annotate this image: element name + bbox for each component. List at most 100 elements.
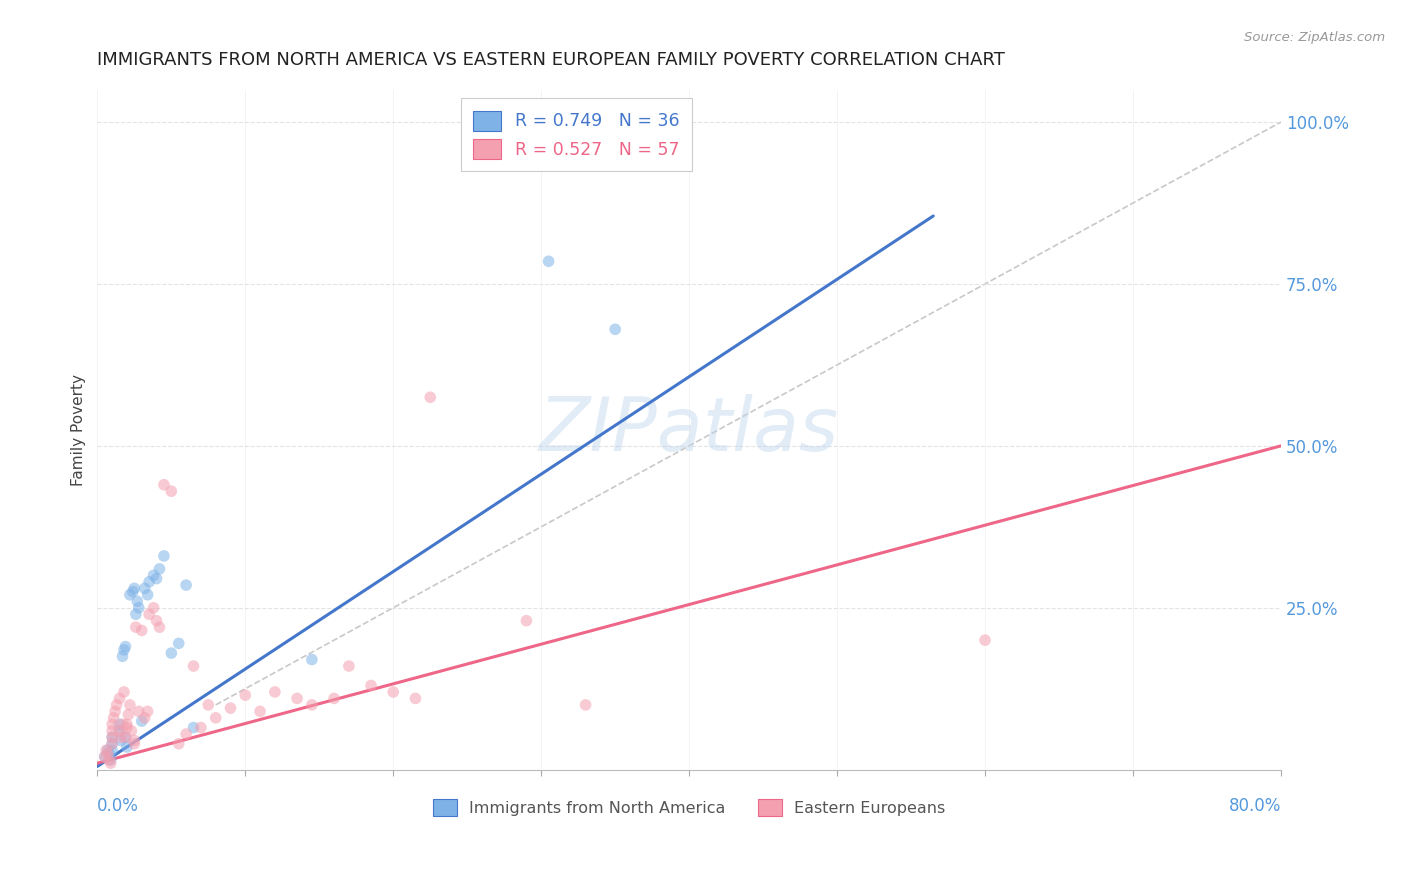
Point: [323, 691, 346, 706]
Point: [112, 643, 135, 657]
Point: [337, 659, 360, 673]
Text: IMMIGRANTS FROM NORTH AMERICA VS EASTERN EUROPEAN FAMILY POVERTY CORRELATION CHA: IMMIGRANTS FROM NORTH AMERICA VS EASTERN…: [97, 51, 1005, 69]
Point: [101, 737, 124, 751]
Point: [108, 723, 131, 738]
Point: [98, 747, 121, 761]
Text: Source: ZipAtlas.com: Source: ZipAtlas.com: [1244, 31, 1385, 45]
Point: [124, 737, 146, 751]
Point: [94, 749, 117, 764]
Point: [101, 731, 124, 745]
Point: [136, 704, 159, 718]
Point: [145, 572, 167, 586]
Point: [249, 704, 271, 718]
Point: [148, 562, 170, 576]
Point: [138, 574, 160, 589]
Legend: Immigrants from North America, Eastern Europeans: Immigrants from North America, Eastern E…: [426, 793, 952, 822]
Point: [219, 701, 242, 715]
Point: [138, 607, 160, 622]
Point: [101, 743, 124, 757]
Point: [142, 568, 165, 582]
Point: [605, 322, 627, 336]
Point: [128, 600, 150, 615]
Point: [160, 484, 183, 499]
Point: [153, 477, 176, 491]
Point: [101, 731, 124, 745]
Text: 0.0%: 0.0%: [97, 797, 139, 815]
Point: [117, 707, 139, 722]
Point: [360, 678, 382, 692]
Point: [114, 731, 136, 745]
Point: [301, 698, 323, 712]
Point: [404, 691, 426, 706]
Point: [101, 723, 124, 738]
Point: [115, 717, 138, 731]
Point: [264, 685, 287, 699]
Point: [233, 688, 256, 702]
Point: [108, 717, 131, 731]
Point: [118, 698, 141, 712]
Point: [97, 743, 120, 757]
Point: [96, 743, 118, 757]
Point: [167, 737, 190, 751]
Point: [101, 717, 124, 731]
Point: [515, 614, 537, 628]
Text: 80.0%: 80.0%: [1229, 797, 1281, 815]
Point: [136, 588, 159, 602]
Y-axis label: Family Poverty: Family Poverty: [72, 374, 86, 485]
Point: [174, 578, 197, 592]
Point: [111, 717, 134, 731]
Point: [108, 723, 131, 738]
Point: [160, 646, 183, 660]
Point: [204, 711, 226, 725]
Point: [112, 685, 135, 699]
Point: [128, 704, 150, 718]
Point: [134, 582, 156, 596]
Point: [121, 584, 143, 599]
Point: [101, 737, 124, 751]
Point: [183, 721, 205, 735]
Point: [105, 698, 128, 712]
Point: [174, 727, 197, 741]
Point: [145, 614, 167, 628]
Point: [131, 714, 153, 728]
Point: [127, 594, 149, 608]
Point: [98, 753, 121, 767]
Point: [100, 756, 122, 771]
Point: [114, 640, 136, 654]
Point: [111, 649, 134, 664]
Point: [301, 652, 323, 666]
Point: [118, 588, 141, 602]
Point: [115, 721, 138, 735]
Point: [974, 633, 997, 648]
Point: [94, 749, 117, 764]
Text: ZIPatlas: ZIPatlas: [538, 393, 839, 466]
Point: [285, 691, 308, 706]
Point: [148, 620, 170, 634]
Point: [125, 607, 148, 622]
Point: [167, 636, 190, 650]
Point: [574, 698, 596, 712]
Point: [97, 747, 120, 761]
Point: [104, 704, 127, 718]
Point: [125, 620, 148, 634]
Point: [142, 600, 165, 615]
Point: [100, 753, 122, 767]
Point: [134, 711, 156, 725]
Point: [124, 733, 146, 747]
Point: [190, 721, 212, 735]
Point: [114, 731, 136, 745]
Point: [124, 582, 146, 596]
Point: [108, 691, 131, 706]
Point: [115, 739, 138, 754]
Point: [382, 685, 405, 699]
Point: [537, 254, 560, 268]
Point: [110, 733, 132, 747]
Point: [197, 698, 219, 712]
Point: [419, 390, 441, 404]
Point: [103, 711, 125, 725]
Point: [120, 723, 142, 738]
Point: [110, 731, 132, 745]
Point: [183, 659, 205, 673]
Point: [131, 624, 153, 638]
Point: [153, 549, 176, 563]
